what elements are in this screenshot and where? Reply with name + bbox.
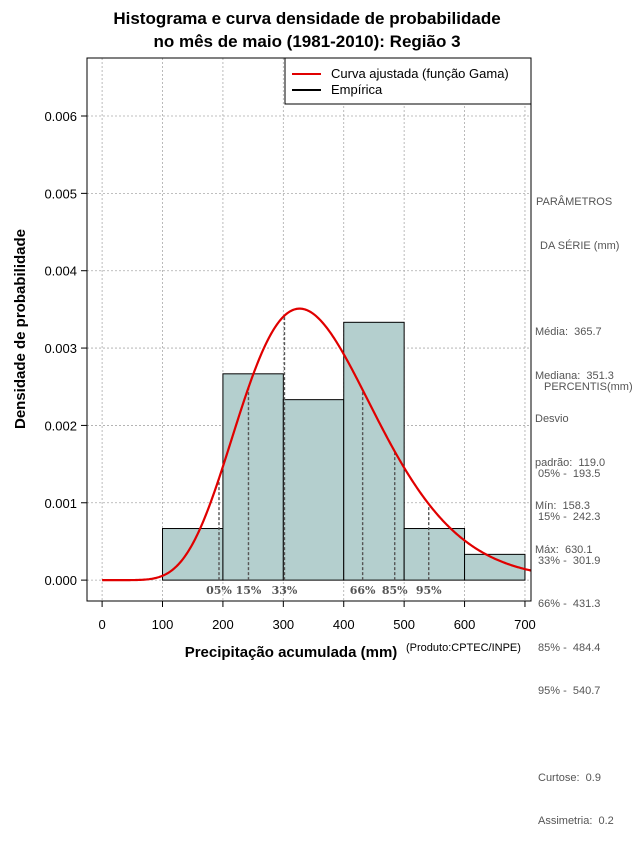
percentile-label: 95% — [416, 584, 442, 597]
percentile-95: 95% - 540.7 — [538, 685, 601, 697]
histogram-bars — [162, 321, 526, 581]
y-tick-label: 0.005 — [44, 186, 77, 201]
y-tick-label: 0.001 — [44, 496, 77, 511]
percentile-85: 85% - 484.4 — [538, 641, 601, 654]
percentile-05: 05% - 193.5 — [538, 467, 601, 480]
x-tick-label: 700 — [514, 617, 536, 632]
histogram-bar — [222, 373, 284, 581]
percentile-lines: 05% 15% 33% 66% 85% 95% — [206, 315, 442, 597]
histogram-bar — [282, 399, 345, 581]
histogram-bar — [403, 528, 466, 581]
params-panel: PARÂMETROS DA SÉRIE (mm) Média: 365.7 Me… — [535, 166, 619, 572]
params-heading1: PARÂMETROS — [536, 196, 613, 208]
legend-fitted-label: Curva ajustada (função Gama) — [331, 66, 509, 81]
y-tick-label: 0.003 — [44, 341, 77, 356]
x-tick-label: 300 — [272, 617, 294, 632]
x-tick-label: 100 — [152, 617, 174, 632]
percentile-label: 05% — [206, 584, 232, 597]
chart-title-line2: no mês de maio (1981-2010): Região 3 — [153, 32, 460, 51]
fitted-curve — [102, 307, 531, 582]
percentile-label: 15% — [236, 584, 262, 597]
legend-empirical-label: Empírica — [331, 82, 383, 97]
x-axis-label: Precipitação acumulada (mm) — [185, 644, 398, 660]
y-axis-label: Densidade de probabilidade — [12, 229, 29, 429]
chart-title-line1: Histograma e curva densidade de probabil… — [113, 9, 500, 28]
x-tick-label: 200 — [212, 617, 234, 632]
y-axis: 0.000 0.001 0.002 0.003 0.004 0.005 0.006 — [44, 109, 87, 588]
x-tick-label: 600 — [454, 617, 476, 632]
percentile-label: 85% — [382, 584, 408, 597]
params-max: Máx: 630.1 — [535, 543, 593, 556]
legend: Curva ajustada (função Gama) Empírica — [284, 57, 532, 105]
credit-label: (Produto:CPTEC/INPE) — [406, 642, 521, 654]
assimetria: Assimetria: 0.2 — [538, 815, 614, 827]
x-tick-label: 500 — [393, 617, 415, 632]
fitted-curve-layer — [102, 307, 531, 582]
y-tick-label: 0.004 — [44, 264, 77, 279]
params-desvio-line1: Desvio — [535, 413, 569, 425]
percentile-15: 15% - 242.3 — [538, 511, 601, 523]
percentile-label: 66% — [350, 584, 376, 597]
histogram-bar — [162, 528, 224, 581]
curtose: Curtose: 0.9 — [538, 771, 601, 784]
x-axis: 0 100 200 300 400 500 600 700 — [98, 601, 536, 632]
percentile-66: 66% - 431.3 — [538, 598, 601, 610]
percentiles-heading: PERCENTIS(mm) — [544, 381, 633, 393]
legend-box — [284, 57, 532, 105]
params-heading2: DA SÉRIE (mm) — [540, 239, 620, 252]
percentile-33: 33% - 301.9 — [538, 554, 601, 567]
y-tick-label: 0.000 — [44, 573, 77, 588]
y-tick-label: 0.002 — [44, 418, 77, 433]
chart: Histograma e curva densidade de probabil… — [12, 9, 536, 660]
x-tick-label: 0 — [98, 617, 105, 632]
x-tick-label: 400 — [333, 617, 355, 632]
params-min: Mín: 158.3 — [535, 500, 591, 512]
params-media: Média: 365.7 — [535, 326, 602, 338]
percentile-label: 33% — [272, 584, 298, 597]
y-tick-label: 0.006 — [44, 109, 77, 124]
percentiles-panel: PERCENTIS(mm) 05% - 193.5 15% - 242.3 33… — [535, 351, 633, 843]
params-desvio-line2: padrão: 119.0 — [535, 456, 606, 469]
params-mediana: Mediana: 351.3 — [535, 369, 614, 382]
